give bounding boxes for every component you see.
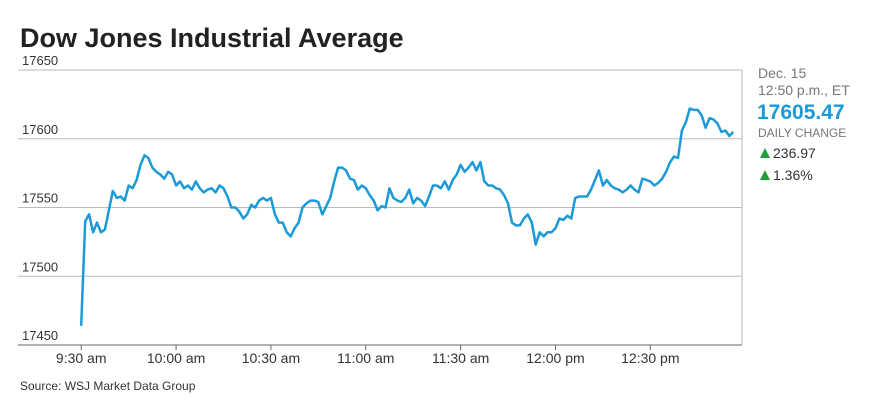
line <box>79 107 735 326</box>
x-tick-label: 12:30 pm <box>621 350 679 366</box>
change: 236.97 <box>773 145 816 161</box>
date: Dec. 15 <box>758 65 806 81</box>
y-tick-label: 17600 <box>22 122 58 137</box>
x-tick-label: 10:00 am <box>147 350 205 366</box>
y-tick-label: 17450 <box>22 328 58 343</box>
y-tick-label: 17550 <box>22 191 58 206</box>
up-arrow <box>760 170 770 180</box>
chart-title: Dow Jones Industrial Average <box>20 23 404 53</box>
x-tick-label: 9:30 am <box>56 350 107 366</box>
x-tick-label: 12:00 pm <box>526 350 584 366</box>
y-tick-label: 17500 <box>22 259 58 274</box>
source: Source: WSJ Market Data Group <box>20 379 196 393</box>
time: 12:50 p.m., ET <box>758 82 850 98</box>
last-value: 17605.47 <box>757 101 845 124</box>
change-pct: 1.36% <box>773 167 813 183</box>
change-label: DAILY CHANGE <box>758 126 846 140</box>
up-arrow <box>760 148 770 158</box>
y-tick-label: 17650 <box>22 53 58 68</box>
x-tick-label: 11:30 am <box>432 350 489 366</box>
x-tick-label: 10:30 am <box>242 350 300 366</box>
x-tick-label: 11:00 am <box>337 350 394 366</box>
